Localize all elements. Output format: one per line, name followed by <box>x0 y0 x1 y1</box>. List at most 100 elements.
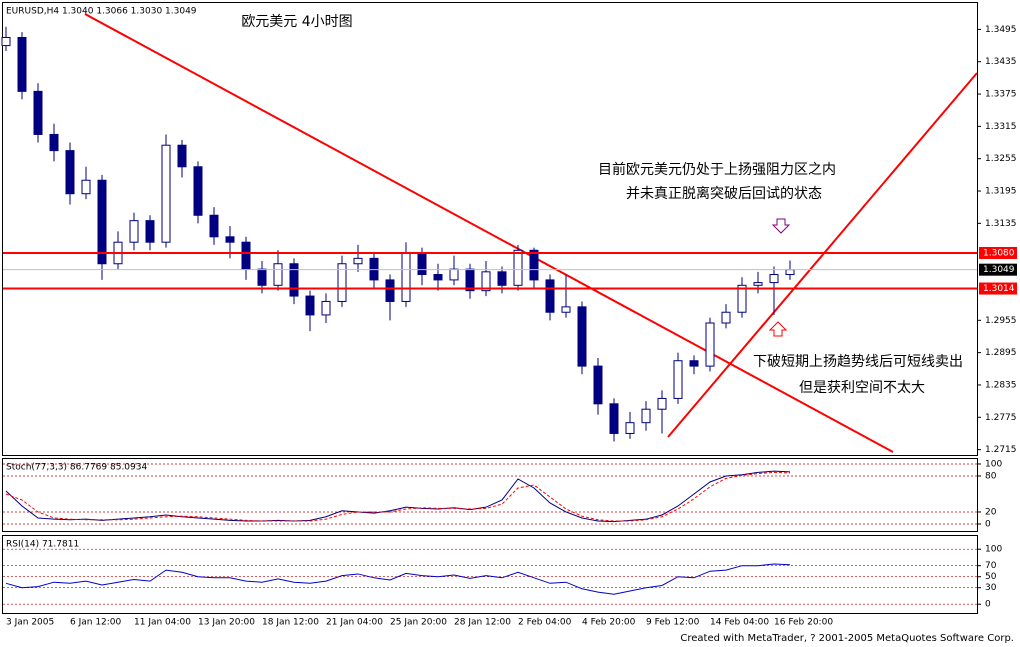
candle-body <box>401 252 411 302</box>
candle-body <box>785 269 795 276</box>
y-tick-label: 0 <box>985 600 991 610</box>
candle-body <box>609 403 619 434</box>
candle-body <box>449 268 459 281</box>
candle-body <box>593 365 603 405</box>
annotation: 欧元美元 4小时图 <box>241 14 352 30</box>
indicator-line <box>5 563 791 595</box>
annotation: 下破短期上扬趋势线后可短线卖出 <box>753 354 963 370</box>
candle-body <box>33 90 43 135</box>
candle-body <box>625 422 635 434</box>
candle-body <box>385 279 395 302</box>
candle-body <box>561 306 571 313</box>
candle-body <box>305 295 315 316</box>
y-tick-label: 1.2775 <box>985 413 1017 423</box>
y-tick-label: 80 <box>985 471 997 481</box>
candle-body <box>81 179 91 195</box>
x-tick-label: 13 Jan 20:00 <box>198 618 255 628</box>
candle-body <box>369 257 379 281</box>
panel-title: EURUSD,H4 1.3040 1.3066 1.3030 1.3049 <box>6 7 197 17</box>
rsi-panel <box>2 535 978 614</box>
x-tick-label: 28 Jan 12:00 <box>454 618 511 628</box>
y-tick-label: 50 <box>985 572 997 582</box>
candle-body <box>689 360 699 367</box>
candle-body <box>705 322 715 367</box>
footer: Created with MetaTrader, ? 2001-2005 Met… <box>680 633 1014 644</box>
y-tick-label: 1.3495 <box>985 25 1017 35</box>
arrow-up <box>768 321 788 337</box>
y-tick-label: 1.3135 <box>985 219 1017 229</box>
candle-body <box>481 271 491 292</box>
candle-body <box>209 214 219 238</box>
candle-body <box>49 133 59 152</box>
candle-body <box>417 252 427 276</box>
level-label: 1.3014 <box>983 284 1015 294</box>
candle-body <box>433 274 443 281</box>
candle-body <box>17 36 27 92</box>
level-label: 1.3049 <box>983 265 1015 275</box>
candle-body <box>721 311 731 324</box>
candle-body <box>289 263 299 297</box>
y-tick-label: 30 <box>985 583 997 593</box>
candle-body <box>497 271 507 286</box>
candle-body <box>97 179 107 265</box>
x-tick-label: 6 Jan 12:00 <box>70 618 122 628</box>
y-tick-label: 1.2895 <box>985 348 1017 358</box>
candle-body <box>529 249 539 281</box>
candle-body <box>225 236 235 243</box>
candle-body <box>737 284 747 313</box>
annotation: 但是获利空间不太大 <box>799 380 925 396</box>
x-tick-label: 11 Jan 04:00 <box>134 618 191 628</box>
candle-body <box>657 397 667 410</box>
arrow-down <box>771 218 791 234</box>
candle-body <box>321 300 331 316</box>
candle-body <box>769 274 779 284</box>
candle-body <box>753 282 763 286</box>
level-label-box <box>979 263 1017 276</box>
y-tick-label: 1.3375 <box>985 90 1017 100</box>
candle-body <box>273 263 283 286</box>
y-tick-label: 100 <box>985 459 1002 469</box>
indicator-line <box>5 471 791 522</box>
y-tick-label: 100 <box>985 545 1002 555</box>
y-tick-label: 1.3435 <box>985 57 1017 67</box>
trend-line <box>667 72 978 438</box>
x-tick-label: 4 Feb 20:00 <box>582 618 636 628</box>
x-tick-label: 21 Jan 04:00 <box>326 618 383 628</box>
y-tick-label: 0 <box>985 519 991 529</box>
candle-body <box>65 150 75 195</box>
level-label: 1.3080 <box>983 248 1015 258</box>
candle-body <box>145 220 155 243</box>
annotation: 并未真正脱离突破后回试的状态 <box>626 185 822 202</box>
x-tick-label: 16 Feb 20:00 <box>774 618 833 628</box>
candle-body <box>673 360 683 399</box>
candle-body <box>257 268 267 286</box>
panel-title: Stoch(77,3,3) 86.7769 85.0934 <box>6 463 147 473</box>
candle-body <box>513 249 523 286</box>
x-tick-label: 18 Jan 12:00 <box>262 618 319 628</box>
y-tick-label: 20 <box>985 507 997 517</box>
level-label-box <box>979 246 1017 259</box>
indicator-line <box>5 470 791 523</box>
y-tick-label: 1.2835 <box>985 380 1017 390</box>
candle-body <box>545 279 555 313</box>
candle-body <box>161 144 171 243</box>
candle-body <box>353 257 363 265</box>
trend-line <box>84 13 894 453</box>
candle-body <box>1 36 11 47</box>
x-tick-label: 9 Feb 12:00 <box>646 618 700 628</box>
annotation: 目前欧元美元仍处于上扬强阻力区之内 <box>598 161 836 178</box>
candle-body <box>465 268 475 292</box>
candle-body <box>241 241 251 270</box>
candle-body <box>177 144 187 168</box>
panel-title: RSI(14) 71.7811 <box>6 540 79 550</box>
candle-body <box>193 166 203 216</box>
x-tick-label: 14 Feb 04:00 <box>710 618 769 628</box>
x-tick-label: 3 Jan 2005 <box>6 618 54 628</box>
candle-body <box>641 408 651 424</box>
y-tick-label: 1.2715 <box>985 445 1017 455</box>
candle-body <box>577 306 587 367</box>
candle-body <box>129 220 139 243</box>
y-tick-label: 1.2955 <box>985 316 1017 326</box>
